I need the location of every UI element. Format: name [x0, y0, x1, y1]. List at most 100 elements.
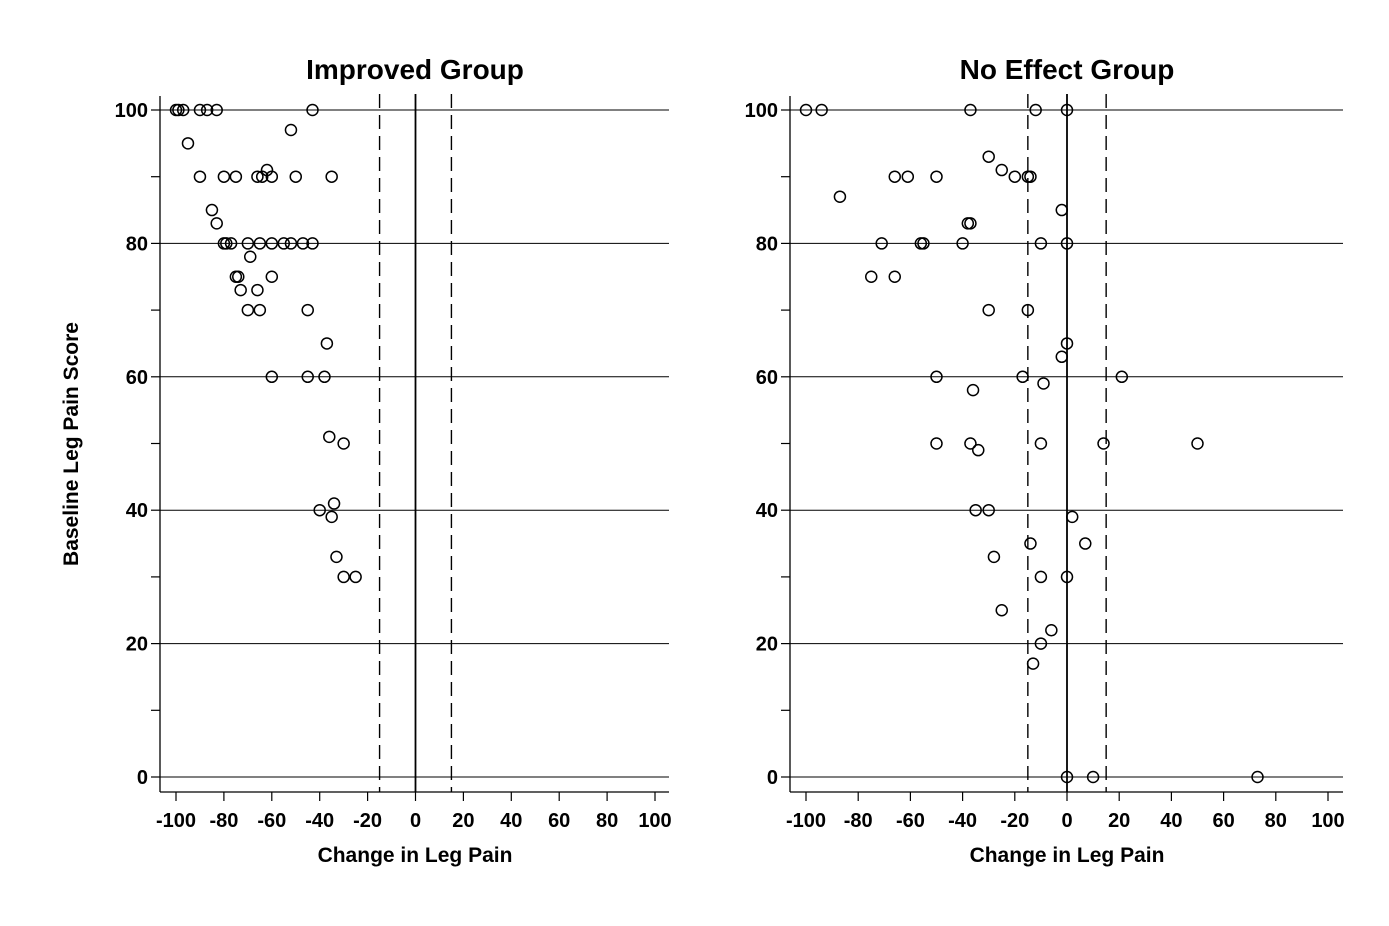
y-tick-label: 0: [137, 767, 148, 789]
data-point: [964, 103, 977, 117]
data-point: [306, 237, 319, 250]
data-point: [172, 103, 185, 117]
x-tick-label: 20: [1108, 810, 1130, 832]
data-point: [241, 237, 255, 250]
data-point: [301, 303, 314, 317]
data-point: [296, 237, 310, 250]
data-point: [1029, 103, 1042, 117]
data-point: [875, 237, 888, 250]
data-point: [1034, 570, 1048, 584]
data-point: [1097, 437, 1110, 450]
data-point: [210, 217, 223, 230]
data-point: [1060, 337, 1074, 350]
data-point: [987, 550, 1001, 564]
data-point: [251, 170, 264, 183]
data-point: [306, 103, 319, 117]
data-point: [1008, 170, 1022, 183]
data-point: [833, 190, 847, 203]
data-point: [966, 383, 980, 397]
data-point: [1024, 537, 1037, 550]
x-tick-label: 0: [1061, 810, 1072, 832]
data-point: [217, 170, 231, 183]
data-point: [220, 237, 233, 250]
data-point: [229, 170, 243, 183]
data-point: [982, 303, 995, 317]
data-point: [1034, 437, 1048, 450]
data-point: [323, 430, 336, 444]
x-tick-label: 80: [596, 810, 618, 832]
data-point: [234, 283, 247, 297]
data-point: [1191, 437, 1204, 450]
x-tick-label: -20: [1000, 810, 1029, 832]
data-point: [1060, 237, 1074, 250]
data-point: [982, 503, 995, 517]
data-point: [917, 237, 930, 250]
data-point: [995, 604, 1008, 617]
data-point: [253, 303, 267, 317]
y-tick-label: 60: [126, 367, 148, 389]
data-point: [865, 270, 878, 283]
x-tick-label: -60: [896, 810, 925, 832]
y-tick-label: 40: [126, 500, 148, 522]
data-point: [243, 250, 257, 263]
data-point: [1060, 770, 1074, 784]
data-point: [888, 170, 901, 183]
data-point: [320, 337, 334, 350]
data-point: [205, 203, 219, 217]
data-point: [1016, 370, 1029, 384]
data-point: [1026, 657, 1040, 670]
no-effect-group-panel: No Effect Group 0 20 40 60 80 100 -100 -80 -60 -40…: [745, 54, 1345, 867]
data-point: [901, 170, 915, 183]
x-tick-label: -60: [257, 810, 286, 832]
x-tick-label: 40: [500, 810, 522, 832]
data-point: [1060, 570, 1074, 584]
data-point: [969, 503, 982, 517]
data-point: [1055, 203, 1069, 217]
y-tick-label: 60: [756, 367, 778, 389]
data-point: [253, 237, 267, 250]
x-tick-label: -100: [156, 810, 196, 832]
improved-group-panel: Improved Group 0 20 40 60 80 100 -100 -80 -60 -40-…: [115, 54, 672, 867]
data-point: [982, 150, 995, 163]
data-point: [265, 270, 279, 283]
data-point: [1021, 303, 1035, 317]
data-point: [176, 103, 190, 117]
x-tick-label: -20: [353, 810, 382, 832]
y-tick-label: 0: [767, 767, 778, 789]
data-point: [277, 237, 291, 250]
x-tick-label: 60: [548, 810, 570, 832]
data-point: [325, 170, 338, 183]
data-point: [1037, 377, 1050, 390]
data-point: [1079, 537, 1092, 550]
x-tick-label: -40: [305, 810, 334, 832]
data-point: [1045, 624, 1058, 637]
y-tick-label: 100: [115, 100, 148, 122]
data-point: [964, 437, 977, 450]
data-point: [961, 217, 975, 230]
data-point: [325, 510, 338, 524]
y-tick-label: 20: [126, 634, 148, 656]
x-tick-label: 100: [638, 810, 671, 832]
data-point: [265, 170, 279, 183]
x-tick-label: -80: [844, 810, 873, 832]
data-point: [1065, 510, 1079, 524]
panel-title: Improved Group: [306, 54, 524, 85]
data-point: [815, 103, 828, 117]
y-tick-label: 80: [126, 233, 148, 255]
data-point: [337, 437, 350, 450]
x-tick-label: 80: [1265, 810, 1287, 832]
data-point: [265, 370, 279, 384]
data-point: [995, 163, 1008, 177]
data-point: [930, 370, 943, 384]
x-tick-label: 0: [410, 810, 421, 832]
data-point: [1034, 637, 1048, 650]
data-point: [349, 570, 362, 584]
data-point: [241, 303, 255, 317]
data-point: [1115, 370, 1129, 384]
data-point: [181, 137, 195, 150]
data-point: [327, 497, 341, 510]
x-tick-label: 20: [452, 810, 474, 832]
data-point: [964, 217, 977, 230]
x-tick-label: 100: [1311, 810, 1344, 832]
